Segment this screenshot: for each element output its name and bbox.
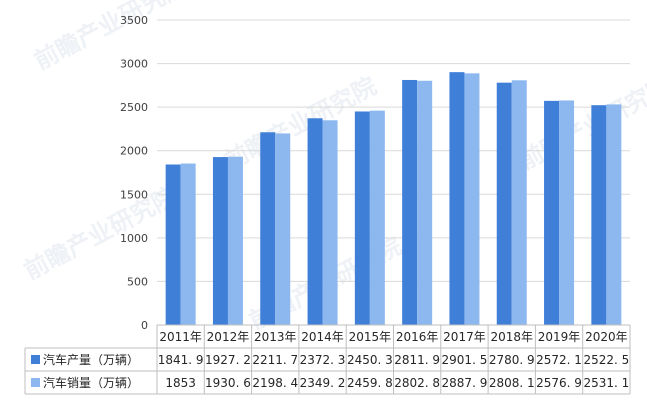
x-category-label: 2019年 <box>538 330 581 344</box>
bar-sales <box>511 80 527 325</box>
bar-sales <box>369 110 385 325</box>
bar-sales <box>227 156 243 325</box>
bar-sales <box>275 133 291 325</box>
bar-production <box>212 157 228 325</box>
x-category-label: 2014年 <box>301 330 344 344</box>
bar-production <box>260 132 276 325</box>
x-category-label: 2015年 <box>349 330 392 344</box>
legend-label: 汽车产量（万辆） <box>43 352 139 367</box>
bar-sales <box>606 104 622 326</box>
data-label: 2576. 9 <box>536 376 582 390</box>
bar-sales <box>417 80 433 325</box>
data-label: 2531. 1 <box>583 376 629 390</box>
x-category-label: 2012年 <box>207 330 250 344</box>
data-label: 1853 <box>165 376 196 390</box>
y-axis: 0 500 1000 1500 2000 2500 3000 3500 <box>120 14 148 332</box>
x-category-label: 2016年 <box>396 330 439 344</box>
bar-production <box>544 100 560 325</box>
bars <box>165 72 622 326</box>
data-label: 1930. 6 <box>205 376 251 390</box>
legend-swatch <box>31 378 40 387</box>
x-category-label: 2020年 <box>585 330 628 344</box>
y-tick-label: 3500 <box>120 14 148 27</box>
x-category-label: 2018年 <box>490 330 533 344</box>
data-label: 2522. 5 <box>583 353 629 367</box>
bar-sales <box>322 120 338 325</box>
y-tick-label: 2000 <box>120 145 148 158</box>
x-category-label: 2013年 <box>254 330 297 344</box>
y-tick-label: 0 <box>141 319 148 332</box>
data-label: 2811. 9 <box>394 353 440 367</box>
bar-sales <box>180 163 196 325</box>
data-label: 2349. 2 <box>300 376 346 390</box>
x-category-label: 2017年 <box>443 330 486 344</box>
bar-production <box>307 118 323 325</box>
y-tick-label: 1000 <box>120 232 148 245</box>
data-label: 2450. 3 <box>347 353 393 367</box>
legend-label: 汽车销量（万辆） <box>43 375 139 390</box>
bar-production <box>449 72 465 325</box>
y-tick-label: 1500 <box>120 188 148 201</box>
data-label: 2901. 5 <box>442 353 488 367</box>
data-label: 2808. 1 <box>489 376 535 390</box>
data-label: 2780. 9 <box>489 353 535 367</box>
bar-sales <box>464 73 480 325</box>
bar-sales <box>559 100 575 325</box>
data-label: 2459. 8 <box>347 376 393 390</box>
data-label: 2211. 7 <box>252 353 298 367</box>
data-label: 1927. 2 <box>205 353 251 367</box>
data-label: 1841. 9 <box>158 353 204 367</box>
y-tick-label: 500 <box>127 275 148 288</box>
data-label: 2572. 1 <box>536 353 582 367</box>
data-label: 2802. 8 <box>394 376 440 390</box>
bar-production <box>591 105 607 325</box>
data-table: 2011年 2012年 2013年 2014年 2015年 2016年 2017年 2018年… <box>24 324 631 395</box>
data-label: 2887. 9 <box>442 376 488 390</box>
bar-production <box>354 111 370 326</box>
bar-production <box>496 82 512 325</box>
y-tick-label: 2500 <box>120 101 148 114</box>
data-label: 2372. 3 <box>300 353 346 367</box>
bar-production <box>165 164 181 325</box>
y-tick-label: 3000 <box>120 58 148 71</box>
bar-production <box>402 79 418 325</box>
legend-swatch <box>31 355 40 364</box>
data-label: 2198. 4 <box>252 376 298 390</box>
x-category-label: 2011年 <box>159 330 202 344</box>
